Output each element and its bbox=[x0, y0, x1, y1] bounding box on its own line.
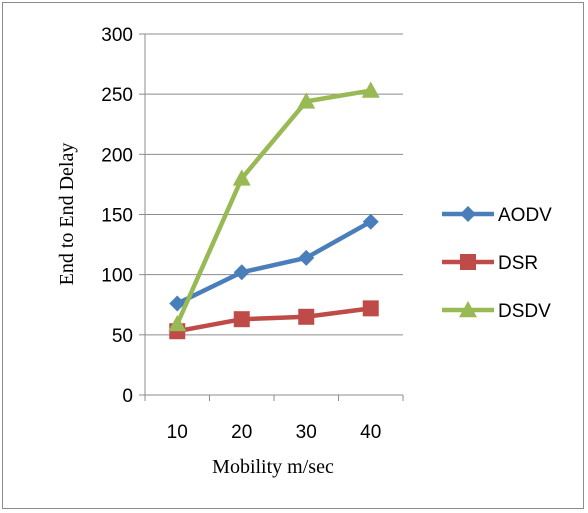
chart-frame bbox=[2, 2, 584, 509]
legend-label: DSR bbox=[498, 253, 538, 274]
legend-item-dsr: DSR bbox=[442, 253, 538, 274]
series-group bbox=[168, 81, 380, 340]
series-aodv bbox=[169, 213, 379, 312]
y-tick-label: 150 bbox=[101, 206, 133, 227]
axes bbox=[139, 33, 404, 401]
x-tick-label: 20 bbox=[231, 422, 252, 443]
x-tick-label: 10 bbox=[167, 422, 188, 443]
legend-item-aodv: AODV bbox=[442, 205, 552, 226]
series-line bbox=[176, 219, 372, 306]
gridlines bbox=[145, 33, 403, 336]
legend-item-dsdv: DSDV bbox=[442, 301, 551, 322]
y-axis-title: End to End Delay bbox=[56, 143, 78, 286]
y-tick-label: 0 bbox=[122, 386, 133, 407]
data-point bbox=[169, 295, 186, 312]
y-tick-label: 100 bbox=[101, 266, 133, 287]
data-point bbox=[298, 249, 315, 266]
y-tick-label: 300 bbox=[101, 25, 133, 46]
legend-swatch-marker bbox=[460, 206, 476, 222]
series-line bbox=[176, 306, 372, 334]
data-point bbox=[232, 169, 251, 186]
y-tick-label: 250 bbox=[101, 85, 133, 106]
x-tick-labels: 10 20 30 40 bbox=[167, 422, 382, 443]
data-point bbox=[168, 315, 187, 332]
y-tick-label: 50 bbox=[112, 326, 133, 347]
legend: AODV DSR DSDV bbox=[442, 205, 552, 322]
y-tick-labels: 0 50 100 150 200 250 300 bbox=[101, 25, 133, 407]
data-point bbox=[233, 264, 250, 281]
y-tick-label: 200 bbox=[101, 145, 133, 166]
data-point bbox=[233, 311, 250, 328]
x-axis-title: Mobility m/sec bbox=[212, 456, 334, 478]
series-dsdv bbox=[168, 81, 380, 332]
legend-label: DSDV bbox=[498, 301, 551, 322]
legend-label: AODV bbox=[498, 205, 552, 226]
data-point bbox=[362, 300, 379, 317]
series-dsr bbox=[169, 300, 379, 340]
data-point bbox=[362, 213, 379, 230]
legend-swatch-marker bbox=[460, 254, 476, 270]
data-point bbox=[298, 308, 315, 325]
data-point bbox=[297, 92, 316, 109]
data-point bbox=[361, 81, 380, 98]
legend-swatch-marker bbox=[459, 301, 477, 318]
x-tick-label: 30 bbox=[296, 422, 317, 443]
series-line bbox=[175, 88, 372, 325]
x-tick-label: 40 bbox=[360, 422, 381, 443]
